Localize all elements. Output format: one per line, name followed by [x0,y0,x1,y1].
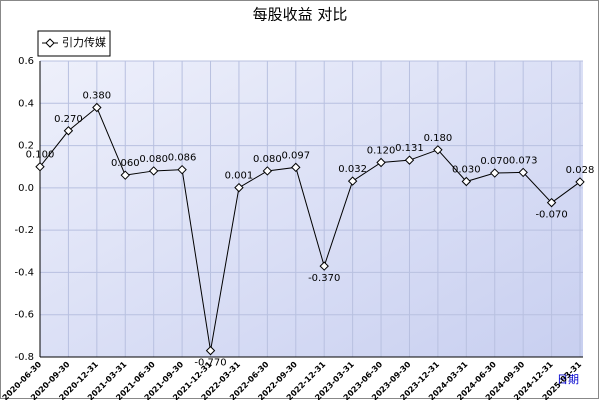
data-label: -0.070 [535,210,567,221]
marker [319,261,329,271]
marker [92,102,102,113]
data-label: 0.030 [452,165,481,176]
marker [120,170,130,180]
data-label: 0.073 [509,155,538,166]
marker [347,176,358,186]
data-label: -0.770 [194,358,226,369]
marker [205,345,216,356]
chart-title: 每股收益 对比 [253,6,348,24]
x-axis-label: 日期 [557,373,579,386]
data-label: 0.086 [168,153,197,164]
marker [376,157,386,168]
legend-label: 引力传媒 [62,35,106,49]
y-tick-label: -0.4 [14,267,34,278]
data-label: 0.028 [566,165,595,176]
marker [518,167,528,178]
data-label: 0.270 [54,114,83,125]
y-tick-label: -0.6 [14,310,34,321]
marker [262,166,273,176]
marker [490,168,500,178]
marker [234,182,244,193]
marker [546,197,557,208]
data-label: 0.097 [281,150,310,161]
data-label: 0.080 [139,154,168,165]
data-label: 0.180 [424,133,453,144]
data-label: 0.131 [395,143,424,154]
y-tick-label: -0.8 [14,352,34,363]
y-tick-label: 0.2 [18,141,34,152]
data-label: 0.100 [26,150,55,161]
marker [404,155,415,165]
marker [177,164,187,175]
legend-marker [45,38,55,48]
data-label: 0.060 [111,158,140,169]
marker [575,177,585,187]
data-label: 0.001 [225,171,254,182]
data-label: 0.120 [367,145,396,156]
line [39,106,581,351]
plot-area [40,61,583,357]
data-label: -0.370 [308,273,340,284]
y-tick-label: -0.2 [14,225,34,236]
marker [35,162,45,172]
marker [461,176,472,187]
data-label: 0.380 [83,91,112,102]
data-label: 0.070 [480,156,509,167]
data-label: 0.080 [253,154,282,165]
marker [63,126,74,136]
y-tick-label: 0.4 [18,98,34,109]
y-tick-label: 0.6 [18,56,34,67]
marker [291,162,301,173]
marker [433,145,443,155]
data-label: 0.032 [338,164,367,175]
y-tick-label: 0.0 [18,183,34,194]
marker [148,166,159,176]
